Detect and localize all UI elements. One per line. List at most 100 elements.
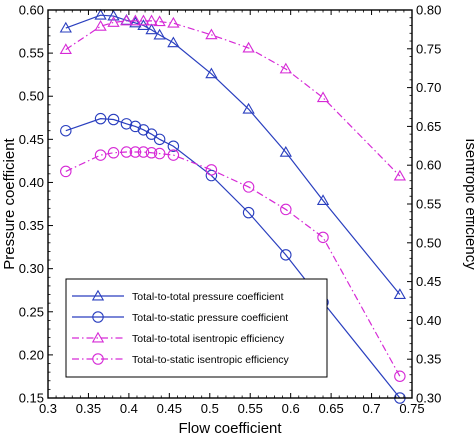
legend-marker [91,331,105,343]
y-axis-title: Pressure coefficient [1,137,18,269]
series-3-point [137,14,150,26]
y-tick-label: 0.35 [19,218,44,233]
series-1-point [107,9,120,21]
series-1-point [205,67,218,79]
x-axis-title: Flow coefficient [178,420,282,437]
y2-tick-label: 0.45 [416,274,441,289]
y2-tick-label: 0.80 [416,3,441,18]
y2-tick-label: 0.60 [416,158,441,173]
series-1-point [167,36,180,48]
y2-tick-label: 0.30 [416,391,441,406]
legend-entry: Total-to-static pressure coefficient [72,311,288,324]
series-2-group [60,112,406,404]
y2-tick-label: 0.75 [416,41,441,56]
series-2-point [60,124,72,137]
x-tick-label: 0.55 [238,401,263,416]
legend-marker [91,289,105,301]
series-1-point [59,21,72,33]
series-2-point [280,249,292,261]
y-tick-label: 0.20 [19,347,44,362]
y-tick-label: 0.15 [19,391,44,406]
legend-label: Total-to-static pressure coefficient [132,312,288,324]
y2-tick-label: 0.65 [416,119,441,134]
series-1-point [279,145,292,157]
y2-tick-label: 0.55 [416,197,441,212]
x-tick-label: 0.6 [282,401,300,416]
series-3-point [279,62,292,74]
x-tick-label: 0.35 [76,401,101,416]
y2-axis-title: Isentropic efficiency [462,138,474,270]
series-4-point [60,165,72,178]
series-1-point [129,16,142,28]
legend-box [65,278,328,378]
series-2-point [145,128,158,140]
legend-label: Total-to-total isentropic efficiency [132,333,285,345]
y-tick-label: 0.60 [19,3,44,18]
series-1-point [153,28,166,40]
y-tick-label: 0.45 [19,132,44,147]
series-2-point [242,206,255,219]
legend-label: Total-to-total pressure coefficient [132,291,284,303]
series-1-point [94,8,107,20]
series-4-point [94,149,107,161]
series-3-group [59,14,407,181]
legend-marker [92,353,104,365]
series-1-point [316,194,330,206]
x-tick-label: 0.65 [318,401,343,416]
legend-marker [92,311,104,323]
y2-tick-label: 0.50 [416,235,441,250]
series-4-group [60,146,406,383]
series-4-point [205,164,218,176]
series-4-point [120,146,133,158]
series-3-point [129,14,142,26]
series-4-point [394,370,406,383]
legend-entry: Total-to-total isentropic efficiency [72,331,285,345]
legend-entry: Total-to-total pressure coefficient [72,289,284,303]
series-line-3 [65,20,401,177]
series-4-point [107,147,120,159]
axis-ticks: 0.3 0.35 0.4 0.45 0.5 0.55 0.6 0.65 0.7 0.75 0.15 0… [19,3,442,417]
legend-label: Total-to-static isentropic efficiency [132,354,290,366]
series-3-point [107,16,120,27]
y-tick-label: 0.55 [19,46,44,61]
series-2-point [167,140,180,152]
series-2-point [107,113,120,126]
series-4-point [137,146,150,158]
series-3-point [94,19,107,31]
series-4-point [145,147,158,159]
series-4-point [167,149,180,161]
series-3-point [59,43,72,55]
series-4-point [280,203,292,216]
series-3-point [393,169,407,181]
series-line-4 [65,151,401,377]
legend: Total-to-total pressure coefficient Total… [65,278,328,378]
legend-entry: Total-to-static isentropic efficiency [72,353,290,366]
y2-tick-label: 0.35 [416,352,441,367]
y-tick-label: 0.25 [19,304,44,319]
y2-tick-label: 0.40 [416,313,441,328]
series-4-point [317,231,329,244]
y-tick-label: 0.50 [19,89,44,104]
x-tick-label: 0.5 [201,401,219,416]
y-tick-label: 0.40 [19,175,44,190]
x-tick-label: 0.7 [363,401,381,416]
series-2-point [129,120,142,133]
series-1-point [393,288,407,299]
series-1-point [242,102,255,114]
series-3-point [242,41,255,53]
series-1-group [59,8,407,299]
series-2-point [120,118,133,130]
series-2-point [94,112,107,125]
series-3-point [153,15,166,27]
y-tick-label: 0.30 [19,261,44,276]
series-3-point [316,91,330,103]
y2-tick-label: 0.70 [416,80,441,95]
series-2-point [153,133,166,146]
series-3-point [205,28,218,40]
series-3-point [167,16,180,28]
series-4-point [129,146,142,158]
series-4-point [153,147,166,160]
x-tick-label: 0.45 [157,401,182,416]
